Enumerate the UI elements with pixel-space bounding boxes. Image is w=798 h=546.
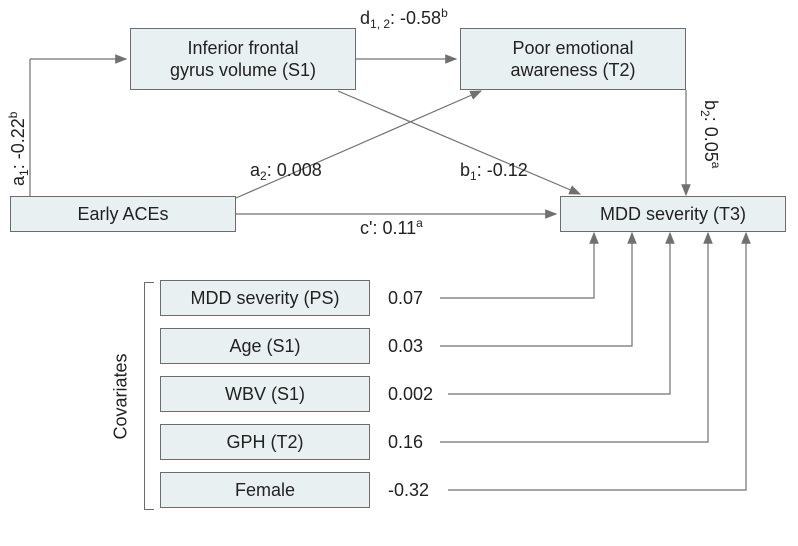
node-label: Inferior frontal gyrus volume (S1) (170, 37, 316, 82)
node-label: Poor emotional awareness (T2) (510, 37, 635, 82)
cov-arrow-3 (440, 233, 708, 442)
edge-b1: b1: -0.12 (338, 91, 580, 194)
edge-a1: a1: -0.22b (6, 59, 126, 196)
svg-text:d1, 2: -0.58b: d1, 2: -0.58b (360, 6, 448, 31)
svg-text:b2: 0.05a: b2: 0.05a (698, 100, 723, 169)
cov-value: 0.16 (388, 432, 423, 453)
svg-text:b1: -0.12: b1: -0.12 (460, 160, 528, 183)
cov-node: MDD severity (PS) (160, 280, 370, 316)
cov-label: GPH (T2) (226, 432, 303, 453)
node-mdd: MDD severity (T3) (560, 196, 786, 232)
cov-value: 0.07 (388, 288, 423, 309)
edge-b2: b2: 0.05a (686, 90, 723, 195)
node-label-line: awareness (T2) (510, 60, 635, 80)
cov-node: GPH (T2) (160, 424, 370, 460)
edge-a2: a2: 0.008 (236, 91, 481, 198)
cov-node: Age (S1) (160, 328, 370, 364)
svg-text:c': 0.11a: c': 0.11a (360, 216, 423, 238)
cov-arrow-4 (448, 233, 746, 490)
cov-label: Age (S1) (229, 336, 300, 357)
cov-label: Female (235, 480, 295, 501)
node-label: Early ACEs (77, 203, 168, 226)
edge-cprime: c': 0.11a (236, 214, 556, 238)
covariates-label: Covariates (111, 353, 132, 439)
node-label-line: Poor emotional (512, 38, 633, 58)
cov-arrow-1 (440, 233, 632, 346)
node-label-line: Inferior frontal (187, 38, 298, 58)
cov-arrow-0 (440, 233, 594, 298)
cov-value: 0.03 (388, 336, 423, 357)
covariate-bracket (144, 282, 154, 510)
node-label: MDD severity (T3) (600, 203, 746, 226)
edge-d12: d1, 2: -0.58b (356, 6, 456, 59)
node-early-aces: Early ACEs (10, 196, 236, 232)
cov-arrow-2 (448, 233, 670, 394)
node-ifg: Inferior frontal gyrus volume (S1) (130, 28, 356, 90)
cov-label: WBV (S1) (225, 384, 305, 405)
cov-node: Female (160, 472, 370, 508)
node-label-line: gyrus volume (S1) (170, 60, 316, 80)
cov-label: MDD severity (PS) (190, 288, 339, 309)
node-pea: Poor emotional awareness (T2) (460, 28, 686, 90)
svg-text:a2: 0.008: a2: 0.008 (250, 160, 322, 183)
svg-text:a1: -0.22b: a1: -0.22b (6, 111, 31, 186)
cov-value: 0.002 (388, 384, 433, 405)
cov-value: -0.32 (388, 480, 429, 501)
cov-node: WBV (S1) (160, 376, 370, 412)
